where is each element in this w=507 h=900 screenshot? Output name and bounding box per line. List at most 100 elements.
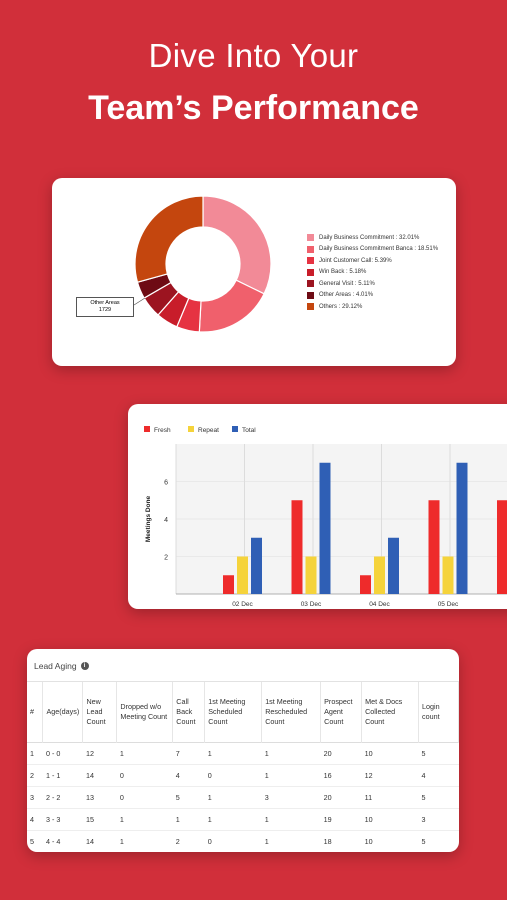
column-header[interactable]: Call Back Count: [172, 682, 206, 743]
legend-label: Others : 29.12%: [319, 303, 363, 310]
table-cell: 3 - 3: [42, 808, 83, 831]
column-header[interactable]: Login count: [418, 682, 459, 743]
bar-repeat[interactable]: [237, 556, 248, 595]
legend-swatch: [307, 257, 314, 264]
table-cell: 3: [261, 786, 321, 809]
column-header[interactable]: 1st Meeting Scheduled Count: [204, 682, 263, 743]
legend-label: Total: [242, 427, 256, 434]
column-header[interactable]: #: [27, 682, 44, 743]
table-cell: 5: [172, 786, 205, 809]
table-cell: 19: [320, 808, 362, 831]
column-header[interactable]: Prospect Agent Count: [320, 682, 363, 743]
bar-repeat[interactable]: [305, 556, 317, 595]
y-tick-label: 2: [164, 555, 168, 562]
table-cell: 1: [116, 742, 173, 765]
donut-legend-item: Win Back : 5.18%: [307, 268, 367, 276]
legend-swatch: [307, 234, 314, 241]
donut-legend-item: General Visit : 5.11%: [307, 280, 375, 287]
legend-label: Repeat: [198, 427, 219, 434]
bar-total[interactable]: [456, 462, 468, 594]
bar-fresh[interactable]: [497, 500, 507, 594]
table-cell: 1 - 1: [42, 764, 83, 787]
bar-repeat[interactable]: [374, 556, 385, 595]
table-cell: 5: [27, 830, 43, 852]
table-cell: 1: [204, 808, 262, 831]
legend-label: Joint Customer Call: 5.39%: [319, 257, 392, 264]
table-cell: 1: [172, 808, 205, 831]
bar-total[interactable]: [251, 537, 262, 594]
donut-slice[interactable]: [134, 195, 204, 283]
x-tick-label: 03 Dec: [301, 601, 322, 608]
table-cell: 16: [320, 764, 362, 787]
table-cell: 15: [82, 808, 117, 831]
bar-fresh[interactable]: [360, 575, 371, 594]
x-tick-label: 02 Dec: [232, 601, 253, 608]
table-cell: 0: [204, 764, 262, 787]
x-tick-label: 04 Dec: [369, 601, 390, 608]
table-cell: 1: [116, 830, 173, 852]
bar-fresh[interactable]: [428, 500, 440, 594]
lead-aging-table: # Age(days) New Lead Count Dropped w/o Meet…: [27, 682, 459, 852]
bar-repeat[interactable]: [442, 556, 454, 595]
donut-slice[interactable]: [202, 195, 272, 295]
legend-label: Other Areas : 4.01%: [319, 292, 374, 298]
table-cell: 2 - 2: [42, 786, 83, 809]
table-cell: 10: [361, 808, 419, 831]
bar-total[interactable]: [388, 537, 399, 594]
column-header[interactable]: New Lead Count: [82, 682, 118, 743]
legend-swatch: [144, 426, 150, 432]
donut-callout-label: Other Areas: [90, 300, 120, 306]
legend-swatch: [232, 426, 238, 432]
meetings-bar-chart: 2 4 6 Meetings Done 02 Dec 03 Dec 04 Dec 05 Dec…: [144, 426, 507, 608]
table-cell: 2: [27, 764, 43, 787]
y-tick-label: 6: [164, 480, 168, 487]
table-cell: 12: [82, 742, 117, 765]
table-cell: 1: [261, 764, 321, 787]
legend-swatch: [307, 268, 314, 276]
callout-leader-line: [133, 297, 146, 306]
table-cell: 3: [27, 786, 43, 809]
donut-chart-card: Other Areas 1729 Daily Business Commitme…: [52, 178, 456, 366]
column-header[interactable]: 1st Meeting Rescheduled Count: [261, 682, 322, 743]
legend-swatch: [307, 291, 314, 299]
table-cell: 18: [320, 830, 362, 852]
table-cell: 20: [320, 786, 362, 809]
bar-fresh[interactable]: [223, 575, 234, 594]
y-tick-label: 4: [164, 517, 168, 524]
legend-label: Win Back : 5.18%: [319, 269, 367, 275]
table-cell: 1: [261, 830, 321, 852]
bar-total[interactable]: [319, 462, 331, 594]
legend-swatch: [307, 280, 314, 287]
table-cell: 4: [27, 808, 43, 831]
table-cell: 1: [204, 742, 262, 765]
table-cell: 10: [361, 742, 419, 765]
table-cell: 3: [418, 808, 459, 831]
y-axis-label: Meetings Done: [145, 496, 152, 543]
x-tick-label: 05 Dec: [438, 601, 459, 608]
info-icon[interactable]: i: [80, 662, 89, 670]
table-cell: 2: [172, 830, 205, 852]
table-cell: 20: [320, 742, 362, 765]
table-cell: 4: [418, 764, 459, 787]
table-cell: 1: [27, 742, 43, 765]
lead-aging-title: Lead Aging i: [34, 661, 89, 671]
bar-fresh[interactable]: [291, 500, 303, 594]
column-header[interactable]: Met & Docs Collected Count: [361, 682, 420, 743]
table-cell: 12: [361, 764, 419, 787]
table-cell: 1: [261, 742, 321, 765]
column-header[interactable]: Age(days): [42, 682, 84, 743]
headline-line-1: Dive Into Your: [148, 37, 359, 74]
table-cell: 11: [361, 786, 419, 809]
table-cell: 13: [82, 786, 117, 809]
donut-callout-value: 1729: [98, 307, 112, 313]
column-header[interactable]: Dropped w/o Meeting Count: [116, 682, 174, 743]
donut-legend-item: Daily Business Commitment : 32.01%: [307, 234, 419, 241]
headline-line-2: Team’s Performance: [88, 89, 419, 127]
table-cell: 14: [82, 830, 117, 852]
